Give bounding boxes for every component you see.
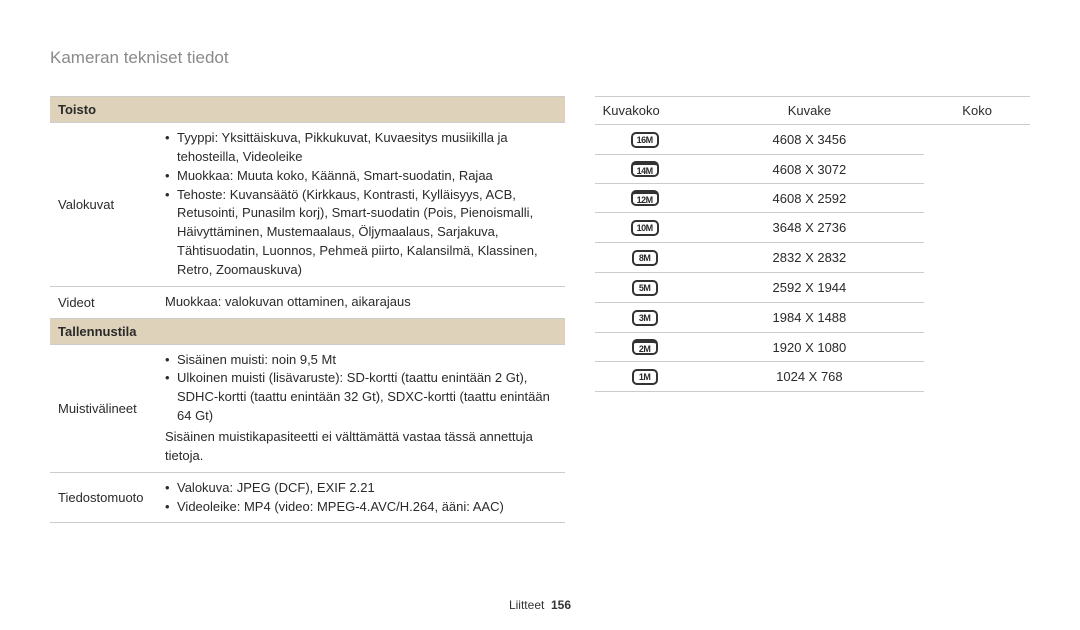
size-value-cell: 4608 X 3456 (695, 125, 925, 155)
list-item: Ulkoinen muisti (lisävaruste): SD-kortti… (165, 369, 557, 426)
page-footer: Liitteet 156 (0, 598, 1080, 612)
bullet-list: Tyyppi: Yksittäiskuva, Pikkukuvat, Kuvae… (165, 129, 557, 280)
list-item: Tyyppi: Yksittäiskuva, Pikkukuvat, Kuvae… (165, 129, 557, 167)
row-label-tiedostomuoto: Tiedostomuoto (50, 472, 165, 523)
section-header-tallennustila: Tallennustila (50, 318, 565, 344)
page-title: Kameran tekniset tiedot (50, 48, 1030, 68)
row-label-videot: Videot (50, 286, 165, 318)
size-icon: 14M (631, 161, 659, 177)
table-header-kuvake: Kuvake (695, 97, 925, 125)
size-icon-cell: 1M (595, 362, 695, 392)
size-icon-cell: 14M (595, 155, 695, 184)
size-value-cell: 1984 X 1488 (695, 303, 925, 333)
bullet-list: Sisäinen muisti: noin 9,5 Mt Ulkoinen mu… (165, 351, 557, 426)
list-item: Muokkaa: Muuta koko, Käännä, Smart-suoda… (165, 167, 557, 186)
size-icon-cell: 12M (595, 184, 695, 213)
list-item: Tehoste: Kuvansäätö (Kirkkaus, Kontrasti… (165, 186, 557, 280)
size-icon: 12M (631, 190, 659, 206)
section-header-toisto: Toisto (50, 97, 565, 123)
footer-section-label: Liitteet (509, 598, 544, 612)
row-label-valokuvat: Valokuvat (50, 123, 165, 287)
size-value-cell: 2832 X 2832 (695, 243, 925, 273)
list-item: Sisäinen muisti: noin 9,5 Mt (165, 351, 557, 370)
size-icon-cell: 5M (595, 273, 695, 303)
size-icon: 5M (632, 280, 658, 296)
specs-table-left: Toisto Valokuvat Tyyppi: Yksittäiskuva, … (50, 96, 565, 523)
note-text: Sisäinen muistikapasiteetti ei välttämät… (165, 428, 557, 466)
bullet-list: Valokuva: JPEG (DCF), EXIF 2.21 Videolei… (165, 479, 557, 517)
size-value-cell: 3648 X 2736 (695, 213, 925, 243)
size-icon-cell: 2M (595, 333, 695, 362)
list-item: Valokuva: JPEG (DCF), EXIF 2.21 (165, 479, 557, 498)
size-icon: 3M (632, 310, 658, 326)
size-icon: 10M (631, 220, 659, 236)
size-value-cell: 2592 X 1944 (695, 273, 925, 303)
size-value-cell: 1920 X 1080 (695, 333, 925, 362)
row-label-muistivalineet: Muistivälineet (50, 344, 165, 472)
size-value-cell: 1024 X 768 (695, 362, 925, 392)
left-column: Toisto Valokuvat Tyyppi: Yksittäiskuva, … (50, 96, 565, 523)
size-icon-cell: 3M (595, 303, 695, 333)
size-icon: 1M (632, 369, 658, 385)
size-icon: 16M (631, 132, 659, 148)
specs-table-right: Kuvakoko Kuvake Koko 16M 4608 X 3456 14M 46… (595, 96, 1030, 392)
size-icon-cell: 10M (595, 213, 695, 243)
size-value-cell: 4608 X 2592 (695, 184, 925, 213)
size-icon-cell: 16M (595, 125, 695, 155)
row-content-videot: Muokkaa: valokuvan ottaminen, aikarajaus (165, 286, 565, 318)
size-icon: 2M (632, 339, 658, 355)
table-header-koko: Koko (924, 97, 1030, 125)
row-content-tiedostomuoto: Valokuva: JPEG (DCF), EXIF 2.21 Videolei… (165, 472, 565, 523)
page-number: 156 (551, 598, 571, 612)
right-column: Kuvakoko Kuvake Koko 16M 4608 X 3456 14M 46… (595, 96, 1030, 523)
size-value-cell: 4608 X 3072 (695, 155, 925, 184)
row-content-valokuvat: Tyyppi: Yksittäiskuva, Pikkukuvat, Kuvae… (165, 123, 565, 287)
size-icon: 8M (632, 250, 658, 266)
list-item: Videoleike: MP4 (video: MPEG-4.AVC/H.264… (165, 498, 557, 517)
size-icon-cell: 8M (595, 243, 695, 273)
row-label-kuvakoko: Kuvakoko (595, 97, 695, 125)
content-columns: Toisto Valokuvat Tyyppi: Yksittäiskuva, … (50, 96, 1030, 523)
row-content-muistivalineet: Sisäinen muisti: noin 9,5 Mt Ulkoinen mu… (165, 344, 565, 472)
